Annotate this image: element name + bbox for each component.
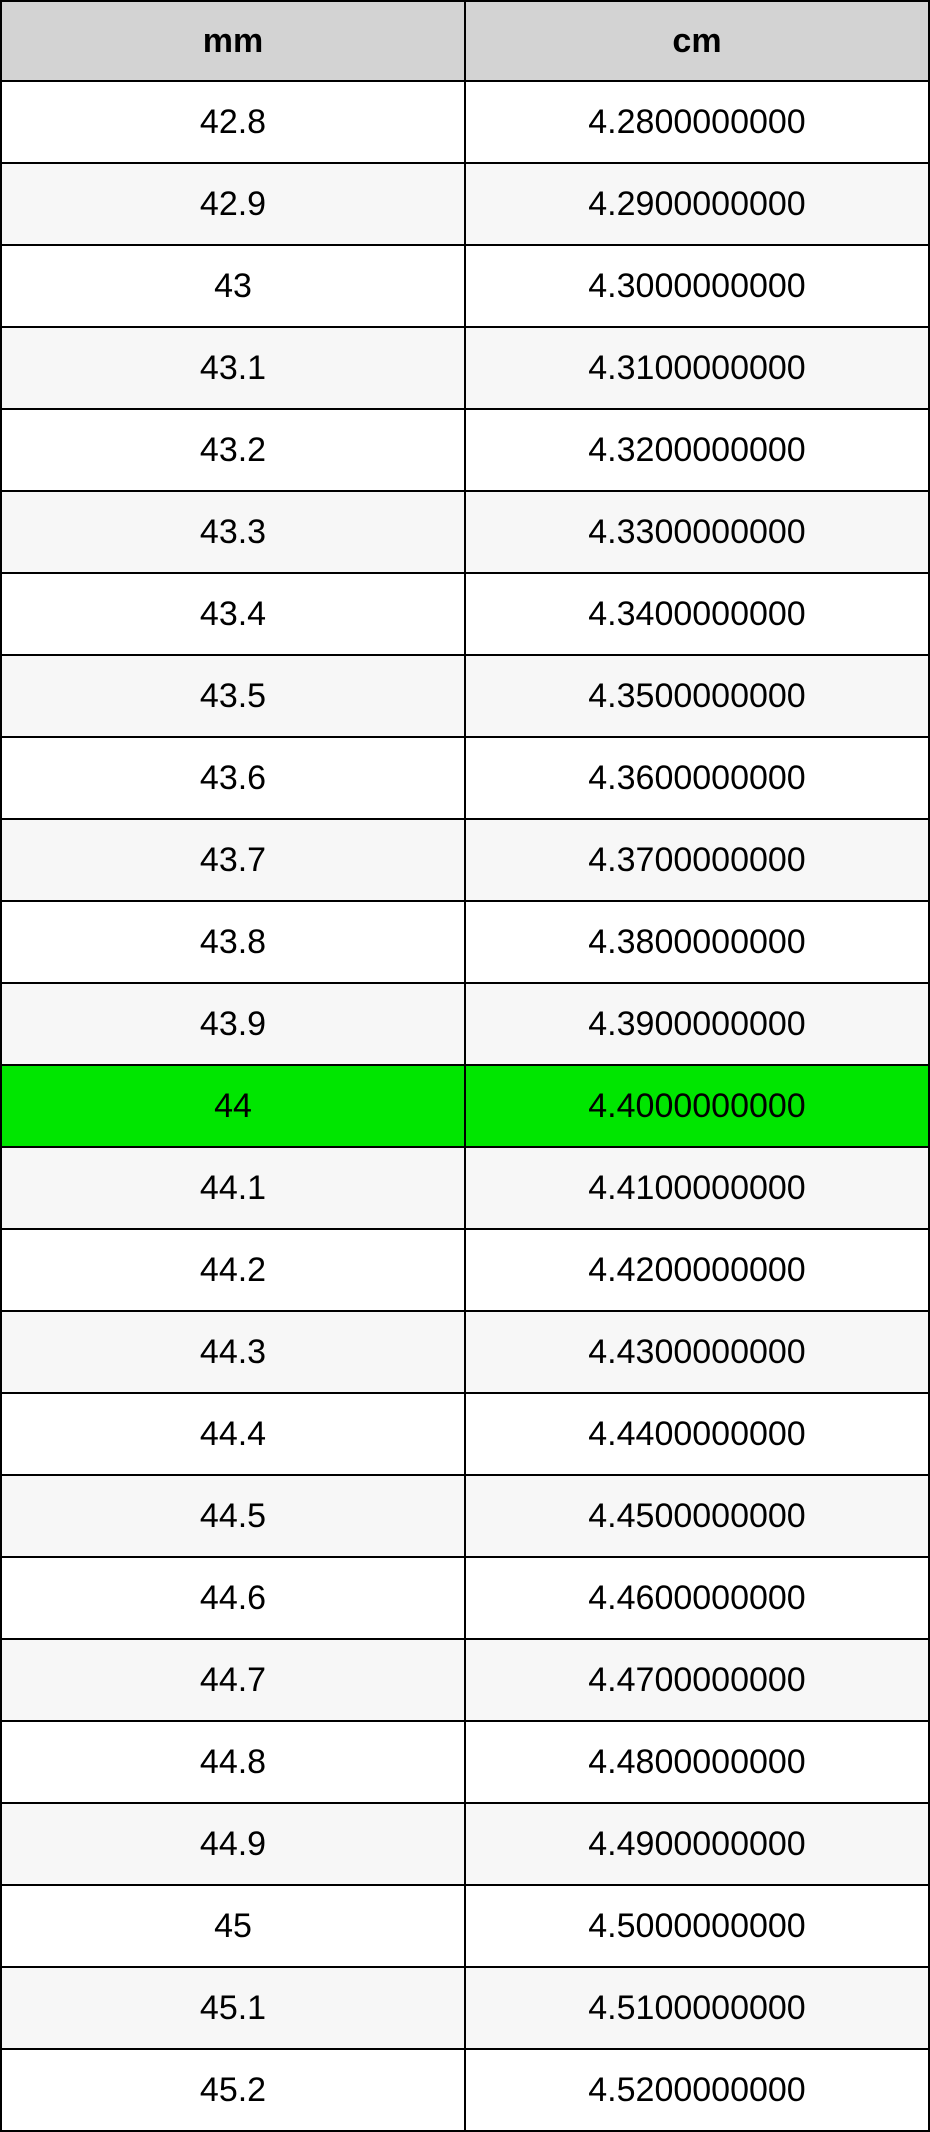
cell-mm: 44.3 — [1, 1311, 465, 1393]
table-row: 43.74.3700000000 — [1, 819, 929, 901]
cell-cm: 4.4100000000 — [465, 1147, 929, 1229]
cell-cm: 4.4400000000 — [465, 1393, 929, 1475]
cell-cm: 4.2900000000 — [465, 163, 929, 245]
table-body: 42.84.280000000042.94.2900000000434.3000… — [1, 81, 929, 2131]
cell-mm: 44.8 — [1, 1721, 465, 1803]
cell-cm: 4.3000000000 — [465, 245, 929, 327]
cell-cm: 4.2800000000 — [465, 81, 929, 163]
cell-cm: 4.4600000000 — [465, 1557, 929, 1639]
cell-cm: 4.4900000000 — [465, 1803, 929, 1885]
table-row: 43.44.3400000000 — [1, 573, 929, 655]
cell-mm: 44.6 — [1, 1557, 465, 1639]
cell-mm: 44.7 — [1, 1639, 465, 1721]
cell-cm: 4.5100000000 — [465, 1967, 929, 2049]
cell-cm: 4.3400000000 — [465, 573, 929, 655]
cell-mm: 43.9 — [1, 983, 465, 1065]
cell-mm: 44.2 — [1, 1229, 465, 1311]
cell-mm: 43.4 — [1, 573, 465, 655]
cell-cm: 4.4300000000 — [465, 1311, 929, 1393]
cell-cm: 4.4800000000 — [465, 1721, 929, 1803]
cell-cm: 4.4700000000 — [465, 1639, 929, 1721]
cell-cm: 4.3800000000 — [465, 901, 929, 983]
cell-mm: 44.1 — [1, 1147, 465, 1229]
table-row: 44.44.4400000000 — [1, 1393, 929, 1475]
table-row: 44.54.4500000000 — [1, 1475, 929, 1557]
cell-mm: 43.3 — [1, 491, 465, 573]
cell-mm: 43.5 — [1, 655, 465, 737]
cell-mm: 42.8 — [1, 81, 465, 163]
table-row: 43.94.3900000000 — [1, 983, 929, 1065]
table-row: 44.74.4700000000 — [1, 1639, 929, 1721]
cell-cm: 4.3100000000 — [465, 327, 929, 409]
table-row: 44.24.4200000000 — [1, 1229, 929, 1311]
cell-mm: 44.4 — [1, 1393, 465, 1475]
cell-cm: 4.3600000000 — [465, 737, 929, 819]
table-row: 444.4000000000 — [1, 1065, 929, 1147]
cell-cm: 4.5200000000 — [465, 2049, 929, 2131]
table-row: 45.24.5200000000 — [1, 2049, 929, 2131]
cell-mm: 43.6 — [1, 737, 465, 819]
table-row: 43.14.3100000000 — [1, 327, 929, 409]
table-row: 454.5000000000 — [1, 1885, 929, 1967]
table-row: 44.34.4300000000 — [1, 1311, 929, 1393]
cell-mm: 43.1 — [1, 327, 465, 409]
cell-cm: 4.3300000000 — [465, 491, 929, 573]
cell-mm: 44.5 — [1, 1475, 465, 1557]
table-row: 434.3000000000 — [1, 245, 929, 327]
cell-mm: 43.8 — [1, 901, 465, 983]
cell-mm: 44 — [1, 1065, 465, 1147]
table-row: 43.24.3200000000 — [1, 409, 929, 491]
table-row: 44.84.4800000000 — [1, 1721, 929, 1803]
table-row: 43.64.3600000000 — [1, 737, 929, 819]
cell-cm: 4.4000000000 — [465, 1065, 929, 1147]
cell-mm: 45.2 — [1, 2049, 465, 2131]
cell-mm: 45.1 — [1, 1967, 465, 2049]
column-header-mm: mm — [1, 1, 465, 81]
table-row: 44.14.4100000000 — [1, 1147, 929, 1229]
cell-cm: 4.3900000000 — [465, 983, 929, 1065]
cell-mm: 44.9 — [1, 1803, 465, 1885]
cell-mm: 42.9 — [1, 163, 465, 245]
conversion-table: mm cm 42.84.280000000042.94.290000000043… — [0, 0, 930, 2132]
table-row: 44.94.4900000000 — [1, 1803, 929, 1885]
cell-mm: 45 — [1, 1885, 465, 1967]
table-row: 42.94.2900000000 — [1, 163, 929, 245]
cell-cm: 4.3200000000 — [465, 409, 929, 491]
cell-mm: 43.2 — [1, 409, 465, 491]
cell-cm: 4.4500000000 — [465, 1475, 929, 1557]
cell-mm: 43.7 — [1, 819, 465, 901]
table-row: 45.14.5100000000 — [1, 1967, 929, 2049]
cell-cm: 4.3700000000 — [465, 819, 929, 901]
table-row: 44.64.4600000000 — [1, 1557, 929, 1639]
cell-cm: 4.5000000000 — [465, 1885, 929, 1967]
table-header-row: mm cm — [1, 1, 929, 81]
cell-cm: 4.4200000000 — [465, 1229, 929, 1311]
table-row: 43.84.3800000000 — [1, 901, 929, 983]
table-row: 43.34.3300000000 — [1, 491, 929, 573]
table-row: 42.84.2800000000 — [1, 81, 929, 163]
column-header-cm: cm — [465, 1, 929, 81]
cell-mm: 43 — [1, 245, 465, 327]
cell-cm: 4.3500000000 — [465, 655, 929, 737]
table-row: 43.54.3500000000 — [1, 655, 929, 737]
